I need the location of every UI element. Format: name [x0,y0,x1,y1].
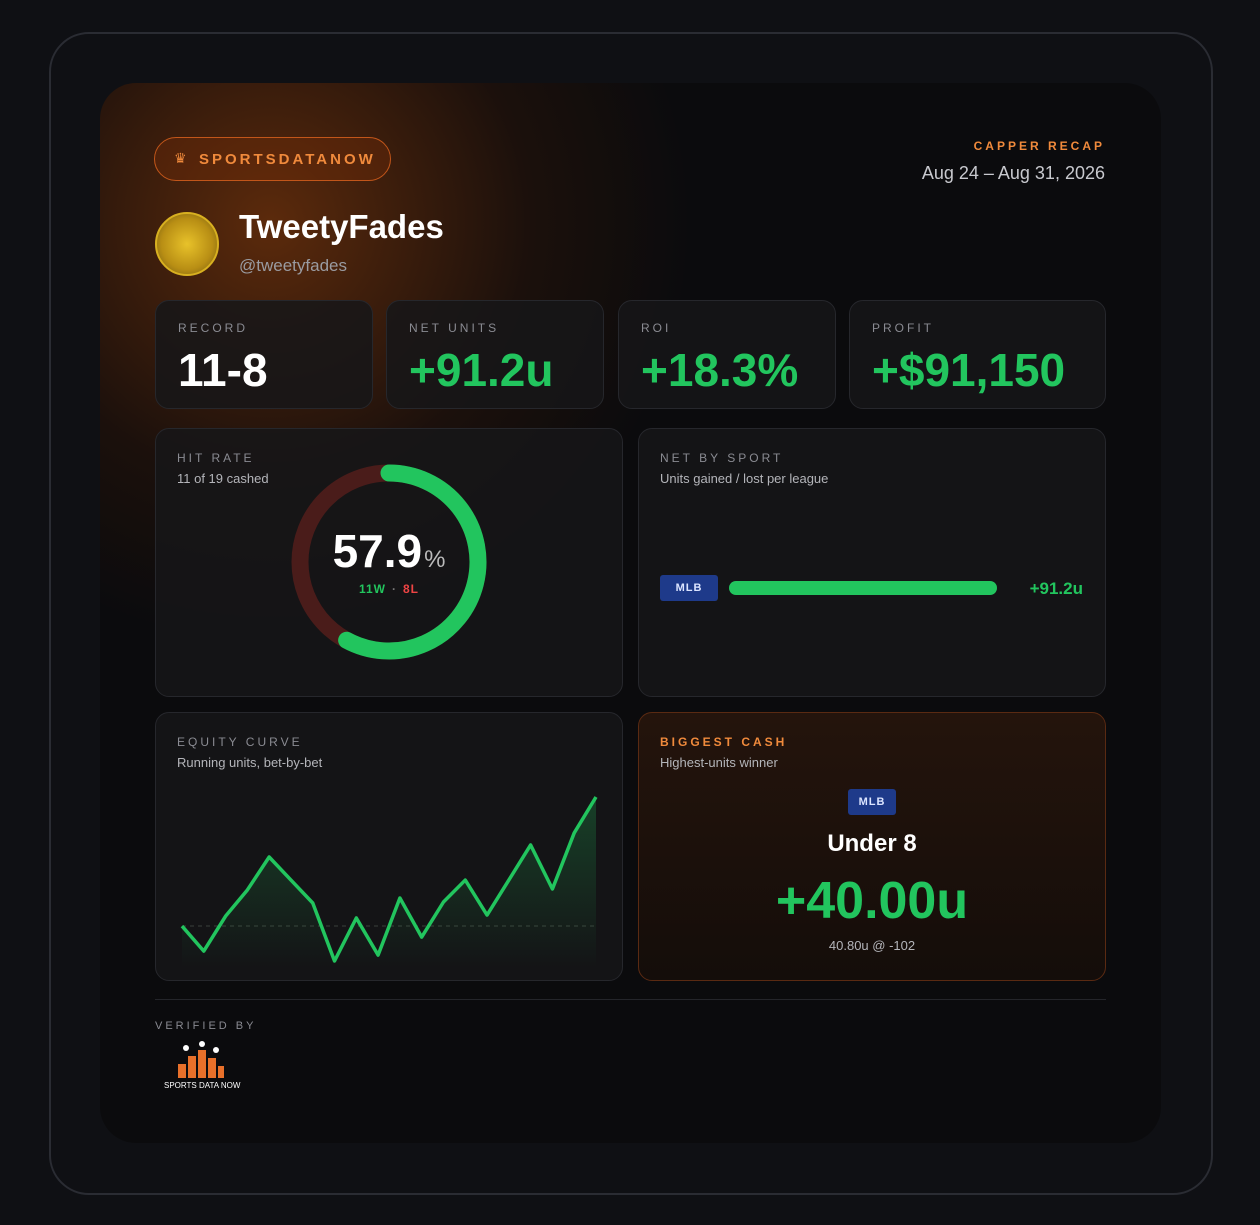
stat-value: 11-8 [178,344,268,396]
stat-card: RECORD 11-8 [155,300,373,409]
donut-arc [338,464,487,660]
logo-text: SPORTS DATA NOW [164,1081,241,1090]
league-badge: MLB [660,575,718,601]
equity-area [182,797,596,968]
panel-subtitle: 11 of 19 cashed [177,471,269,486]
recap-label: CAPPER RECAP [973,139,1105,153]
capper-handle: @tweetyfades [239,256,347,275]
panel-subtitle: Units gained / lost per league [660,471,829,486]
date-range: Aug 24 – Aug 31, 2026 [921,163,1105,183]
stat-value: +18.3% [641,344,799,396]
bar-value-label: +91.2u [1030,579,1083,598]
stat-card: NET UNITS +91.2u [386,300,604,409]
stake-detail: 40.80u @ -102 [828,938,916,953]
hit-rate-unit: % [424,546,445,573]
avatar [155,212,219,276]
panel-subtitle: Highest-units winner [660,755,778,770]
pick: Under 8 [827,830,917,857]
stat-label: PROFIT [872,321,934,335]
panel-title: EQUITY CURVE [177,735,303,749]
biggest-cash-panel: BIGGEST CASH Highest-units winner MLB Un… [638,712,1106,981]
panel-title: BIGGEST CASH [660,735,788,749]
separator: · [392,582,397,596]
divider [155,999,1106,1000]
panel-title: HIT RATE [177,451,255,465]
league-badge: MLB [848,789,896,815]
stat-label: ROI [641,321,672,335]
net-by-sport-panel: NET BY SPORT Units gained / lost per lea… [638,428,1106,697]
logo-mark [178,1041,224,1078]
wins: 11W [359,582,386,596]
win-loss: 11W · 8L [359,582,419,596]
stat-card: ROI +18.3% [618,300,836,409]
stat-label: NET UNITS [409,321,500,335]
panel-subtitle: Running units, bet-by-bet [177,755,323,770]
stat-label: RECORD [178,321,249,335]
hit-rate-number: 57.9 [333,525,423,577]
panel-title: NET BY SPORT [660,451,784,465]
frame [49,32,1213,1195]
brand-pill: ♛ SPORTSDATANOW [154,137,391,181]
stat-value: +$91,150 [872,344,1066,396]
brand: SPORTSDATANOW [199,151,376,168]
equity-line [180,796,598,963]
hit-rate-value: 57.9% [333,525,446,577]
bar [729,581,997,595]
capper-name: TweetyFades [239,208,444,245]
units-won: +40.00u [775,872,969,930]
verified-label: VERIFIED BY [155,1020,257,1032]
trophy-icon: ♛ [174,150,187,166]
stat-value: +91.2u [409,344,554,396]
losses: 8L [403,582,419,596]
stat-card: PROFIT +$91,150 [849,300,1106,409]
